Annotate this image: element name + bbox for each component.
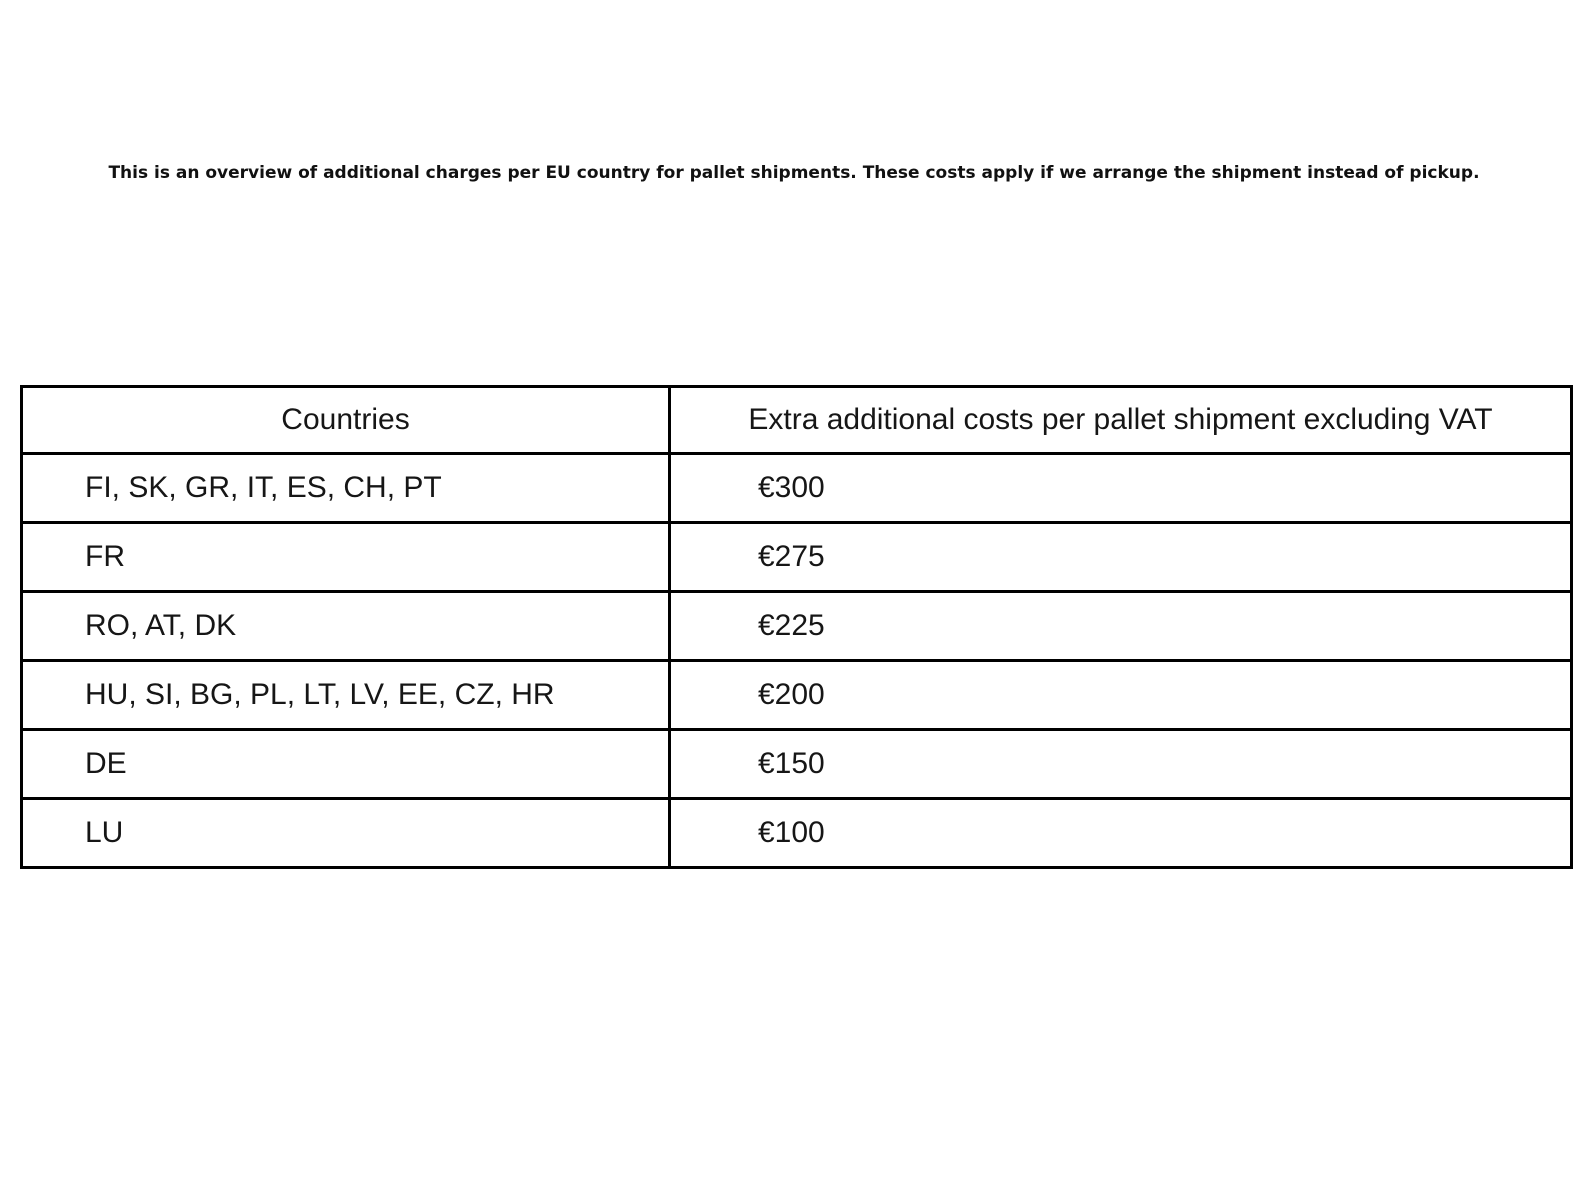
countries-cell: LU	[20, 797, 671, 869]
countries-cell: HU, SI, BG, PL, LT, LV, EE, CZ, HR	[20, 659, 671, 731]
column-header-countries: Countries	[20, 385, 671, 455]
countries-cell: RO, AT, DK	[20, 590, 671, 662]
table-row: HU, SI, BG, PL, LT, LV, EE, CZ, HR €200	[20, 659, 1573, 731]
cost-cell: €150	[668, 728, 1573, 800]
countries-cell: DE	[20, 728, 671, 800]
table-row: DE €150	[20, 728, 1573, 800]
cost-cell: €225	[668, 590, 1573, 662]
charges-table: Countries Extra additional costs per pal…	[20, 385, 1573, 869]
intro-text: This is an overview of additional charge…	[108, 163, 1480, 183]
cost-cell: €300	[668, 452, 1573, 524]
cost-cell: €200	[668, 659, 1573, 731]
countries-cell: FI, SK, GR, IT, ES, CH, PT	[20, 452, 671, 524]
table-row: FR €275	[20, 521, 1573, 593]
table-header-row: Countries Extra additional costs per pal…	[20, 385, 1573, 455]
cost-cell: €100	[668, 797, 1573, 869]
countries-cell: FR	[20, 521, 671, 593]
table-row: LU €100	[20, 797, 1573, 869]
cost-cell: €275	[668, 521, 1573, 593]
table-row: FI, SK, GR, IT, ES, CH, PT €300	[20, 452, 1573, 524]
column-header-costs: Extra additional costs per pallet shipme…	[668, 385, 1573, 455]
table-row: RO, AT, DK €225	[20, 590, 1573, 662]
